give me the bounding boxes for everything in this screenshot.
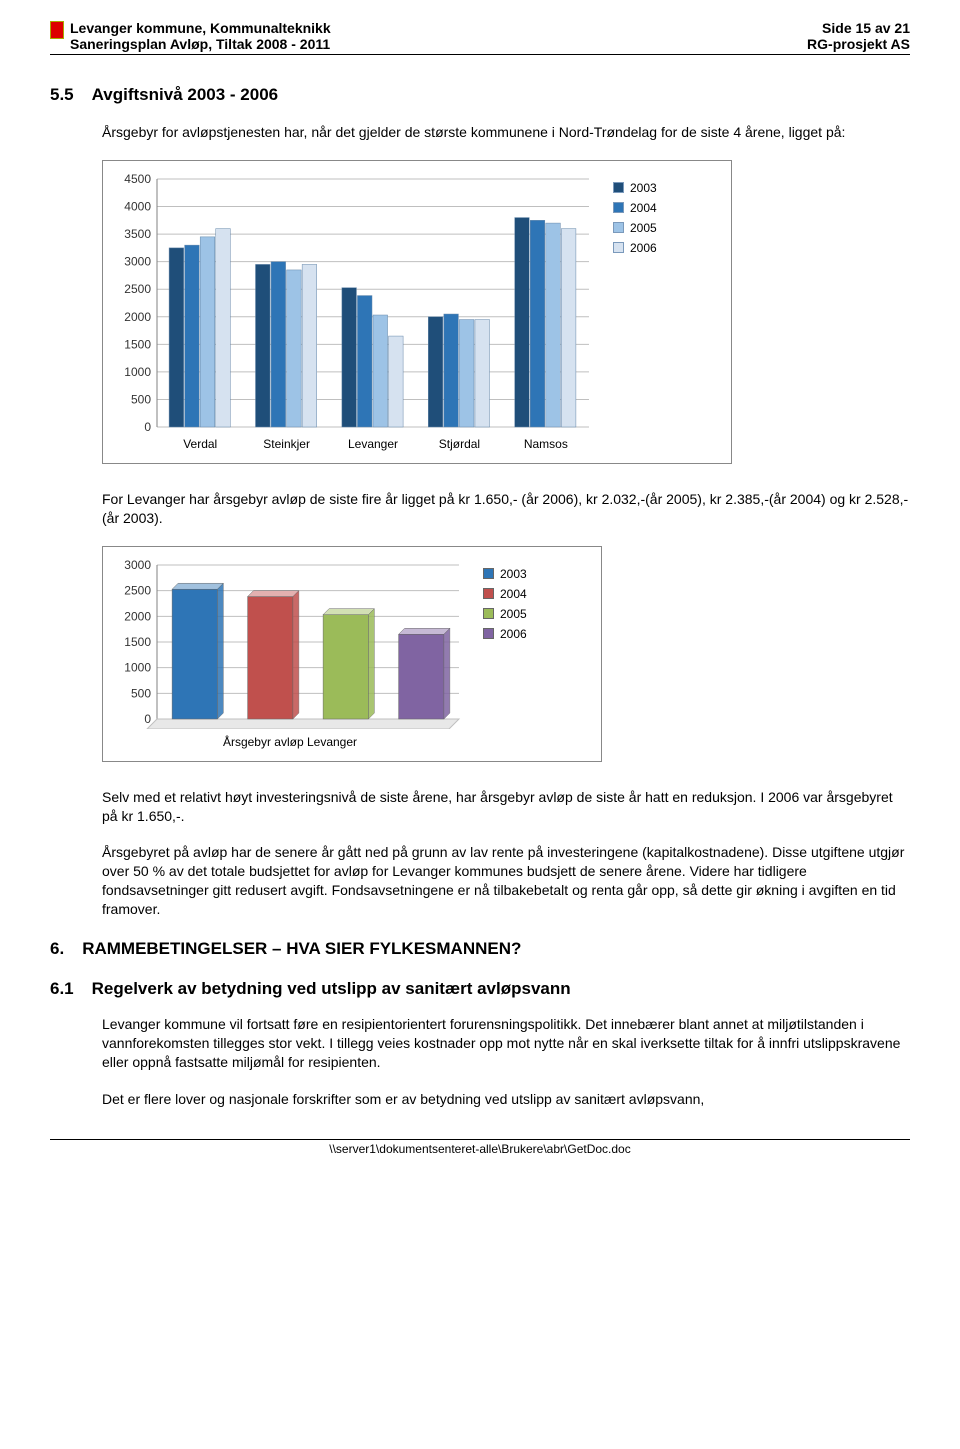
chart1-xlabels: VerdalSteinkjerLevangerStjørdalNamsos [115, 437, 595, 451]
chart1-category-label: Namsos [503, 437, 589, 451]
page-footer: \\server1\dokumentsenteret-alle\Brukere\… [50, 1139, 910, 1156]
chart-municipalities: 0 500 1000 1500 2000 2500 3000 3500 4000 4500 200… [102, 160, 732, 464]
svg-text:1500: 1500 [124, 635, 151, 649]
para-reduction: Selv med et relativt høyt investeringsni… [102, 788, 910, 826]
section-5-5-heading: 5.5 Avgiftsnivå 2003 - 2006 [50, 85, 910, 105]
chart1-legend: 2003 2004 2005 2006 [613, 173, 657, 433]
chart1-category-label: Levanger [330, 437, 416, 451]
legend-label: 2004 [630, 201, 657, 215]
svg-text:500: 500 [131, 686, 151, 700]
svg-text:1500: 1500 [124, 337, 151, 351]
section-title: RAMMEBETINGELSER – HVA SIER FYLKESMANNEN… [82, 939, 521, 959]
svg-text:2000: 2000 [124, 310, 151, 324]
svg-text:3000: 3000 [124, 559, 151, 572]
legend-swatch-icon [613, 182, 624, 193]
legend-swatch-icon [483, 568, 494, 579]
section-6-1-heading: 6.1 Regelverk av betydning ved utslipp a… [50, 979, 910, 999]
legend-item: 2006 [483, 627, 527, 641]
legend-swatch-icon [613, 202, 624, 213]
para-laws: Det er flere lover og nasjonale forskrif… [102, 1090, 910, 1109]
svg-text:500: 500 [131, 392, 151, 406]
svg-text:4000: 4000 [124, 199, 151, 213]
legend-label: 2003 [630, 181, 657, 195]
section-number: 6. [50, 939, 64, 959]
section-title: Avgiftsnivå 2003 - 2006 [92, 85, 278, 105]
para-intro: Årsgebyr for avløpstjenesten har, når de… [102, 123, 910, 142]
header-company: RG-prosjekt AS [807, 36, 910, 52]
para-explanation: Årsgebyret på avløp har de senere år gåt… [102, 843, 910, 919]
legend-item: 2005 [483, 607, 527, 621]
section-number: 5.5 [50, 85, 74, 105]
footer-path: \\server1\dokumentsenteret-alle\Brukere\… [329, 1142, 630, 1156]
page-header: Levanger kommune, Kommunalteknikk Saneri… [50, 20, 910, 55]
legend-label: 2006 [630, 241, 657, 255]
chart1-category-label: Verdal [157, 437, 243, 451]
legend-label: 2004 [500, 587, 527, 601]
svg-text:2500: 2500 [124, 583, 151, 597]
section-6-heading: 6. RAMMEBETINGELSER – HVA SIER FYLKESMAN… [50, 939, 910, 959]
header-subtitle: Saneringsplan Avløp, Tiltak 2008 - 2011 [70, 36, 331, 52]
chart2-xlabel: Årsgebyr avløp Levanger [115, 735, 465, 749]
svg-text:1000: 1000 [124, 365, 151, 379]
chart1-category-label: Steinkjer [243, 437, 329, 451]
svg-text:0: 0 [144, 420, 151, 433]
para-levanger-values: For Levanger har årsgebyr avløp de siste… [102, 490, 910, 528]
svg-text:3500: 3500 [124, 227, 151, 241]
legend-label: 2005 [630, 221, 657, 235]
section-number: 6.1 [50, 979, 74, 999]
legend-swatch-icon [483, 588, 494, 599]
svg-text:2500: 2500 [124, 282, 151, 296]
section-title: Regelverk av betydning ved utslipp av sa… [92, 979, 571, 999]
chart1-category-label: Stjørdal [416, 437, 502, 451]
legend-item: 2005 [613, 221, 657, 235]
chart-levanger: 050010001500200025003000 200320042005200… [102, 546, 602, 762]
legend-label: 2003 [500, 567, 527, 581]
legend-item: 2004 [613, 201, 657, 215]
svg-text:4500: 4500 [124, 173, 151, 186]
svg-text:2000: 2000 [124, 609, 151, 623]
legend-item: 2004 [483, 587, 527, 601]
legend-item: 2003 [483, 567, 527, 581]
legend-swatch-icon [613, 242, 624, 253]
legend-swatch-icon [613, 222, 624, 233]
para-policy: Levanger kommune vil fortsatt føre en re… [102, 1015, 910, 1072]
svg-text:3000: 3000 [124, 255, 151, 269]
svg-text:0: 0 [144, 712, 151, 726]
legend-label: 2006 [500, 627, 527, 641]
legend-label: 2005 [500, 607, 527, 621]
header-org: Levanger kommune, Kommunalteknikk [70, 20, 331, 36]
chart2-legend: 2003 2004 2005 2006 [483, 559, 527, 729]
chart1-plot: 0 500 1000 1500 2000 2500 3000 3500 4000 4500 [115, 173, 595, 433]
legend-item: 2006 [613, 241, 657, 255]
legend-swatch-icon [483, 628, 494, 639]
legend-item: 2003 [613, 181, 657, 195]
svg-text:1000: 1000 [124, 660, 151, 674]
municipality-logo-icon [50, 21, 64, 39]
legend-swatch-icon [483, 608, 494, 619]
page-number: Side 15 av 21 [807, 20, 910, 36]
chart2-plot: 0 500 1000 1500 2000 2500 3000 [115, 559, 465, 729]
